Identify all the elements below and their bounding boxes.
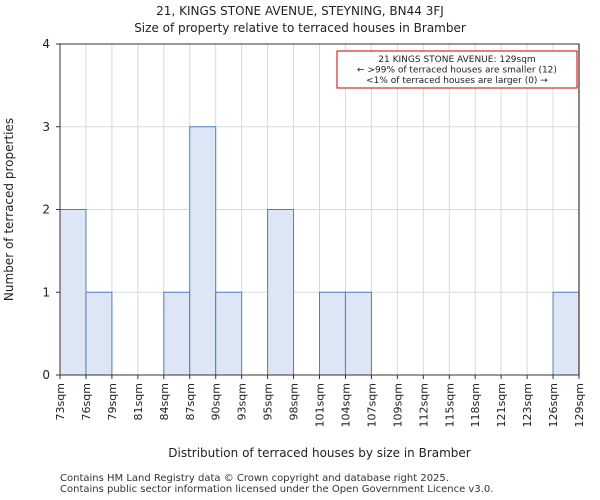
x-tick-label: 93sqm [236, 383, 249, 420]
x-tick-label: 87sqm [184, 383, 197, 420]
histogram-bar [189, 126, 217, 376]
histogram-bar [163, 291, 191, 376]
histogram-bar [319, 291, 346, 376]
x-tick-label: 98sqm [288, 383, 301, 420]
x-tick-label: 81sqm [132, 383, 145, 420]
y-axis-label: Number of terraced properties [2, 118, 16, 301]
chart-title: 21, KINGS STONE AVENUE, STEYNING, BN44 3… [156, 4, 444, 18]
x-tick-label: 101sqm [314, 383, 327, 427]
x-tick-label: 84sqm [158, 383, 171, 420]
y-tick-label: 4 [42, 37, 50, 51]
histogram-bar [85, 291, 113, 376]
x-ticks: 73sqm 76sqm 79sqm 81sqm 84sqm 87sqm 90sqm 93sqm… [54, 375, 586, 427]
x-tick-label: 95sqm [262, 383, 275, 420]
annotation-frame [336, 50, 578, 89]
histogram-bar [267, 209, 295, 376]
histogram-chart: 0 1 2 3 4 73sqm 76sqm 79sqm 81sqm 84sqm 87sqm 90sq… [2, 37, 586, 460]
x-tick-label: 109sqm [391, 383, 404, 427]
y-tick-label: 2 [42, 203, 50, 217]
x-tick-label: 112sqm [417, 383, 430, 427]
x-tick-label: 76sqm [80, 383, 93, 420]
bars-layer [59, 126, 580, 376]
chart-subtitle: Size of property relative to terraced ho… [134, 21, 466, 35]
annotation-smaller: ← >99% of terraced houses are smaller (1… [357, 66, 557, 76]
x-tick-label: 79sqm [106, 383, 119, 420]
x-tick-label: 123sqm [521, 383, 534, 427]
x-tick-label: 115sqm [443, 383, 456, 427]
x-tick-label: 118sqm [469, 383, 482, 427]
x-tick-label: 129sqm [573, 383, 586, 427]
y-tick-label: 3 [42, 120, 50, 134]
y-tick-label: 0 [42, 368, 50, 382]
x-tick-label: 90sqm [210, 383, 223, 420]
annotation-box: 21 KINGS STONE AVENUE: 129sqm← >99% of t… [336, 50, 578, 89]
annotation-larger: <1% of terraced houses are larger (0) → [366, 76, 548, 86]
x-tick-label: 104sqm [339, 383, 352, 427]
x-axis-label: Distribution of terraced houses by size … [168, 446, 471, 460]
histogram-bar [344, 291, 372, 376]
x-tick-label: 73sqm [54, 383, 67, 420]
histogram-bar [215, 291, 243, 376]
x-tick-label: 126sqm [547, 383, 560, 427]
x-tick-label: 121sqm [495, 383, 508, 427]
x-tick-label: 107sqm [365, 383, 378, 427]
footer-line-1: Contains HM Land Registry data © Crown c… [60, 473, 449, 484]
histogram-bar [552, 291, 580, 376]
histogram-bar [59, 209, 87, 376]
footer-line-2: Contains public sector information licen… [60, 484, 494, 495]
y-tick-label: 1 [42, 285, 50, 299]
annotation-title: 21 KINGS STONE AVENUE: 129sqm [378, 55, 535, 65]
y-ticks: 0 1 2 3 4 [42, 37, 60, 382]
